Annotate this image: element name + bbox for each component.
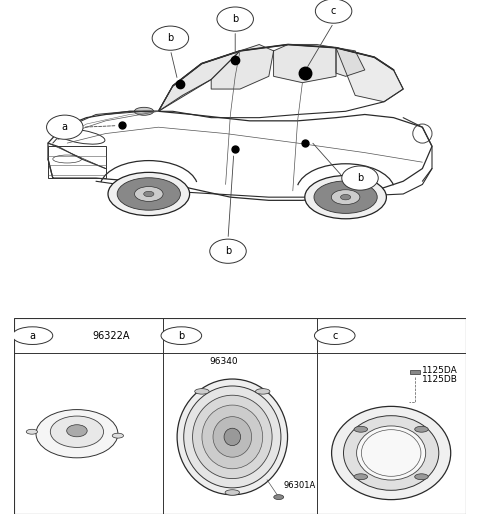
Bar: [409, 370, 420, 374]
Polygon shape: [274, 45, 336, 83]
Ellipse shape: [195, 388, 209, 394]
Circle shape: [354, 426, 368, 432]
Circle shape: [210, 239, 246, 263]
Ellipse shape: [134, 107, 154, 115]
Text: c: c: [332, 331, 337, 341]
Ellipse shape: [108, 172, 190, 216]
Circle shape: [217, 7, 253, 31]
Text: 96301A: 96301A: [283, 481, 315, 490]
Ellipse shape: [134, 187, 163, 201]
Ellipse shape: [26, 429, 37, 434]
Ellipse shape: [192, 395, 272, 479]
Text: 96340: 96340: [209, 357, 238, 366]
Circle shape: [314, 327, 355, 344]
Bar: [48, 146, 106, 178]
Ellipse shape: [36, 410, 118, 458]
Text: b: b: [232, 14, 239, 24]
Text: b: b: [167, 33, 174, 43]
Circle shape: [152, 26, 189, 50]
Text: b: b: [357, 173, 363, 183]
Ellipse shape: [274, 494, 284, 500]
Ellipse shape: [332, 407, 451, 500]
Circle shape: [47, 115, 83, 139]
Text: 96371A: 96371A: [365, 435, 399, 444]
Ellipse shape: [144, 191, 154, 197]
Ellipse shape: [202, 405, 263, 469]
Text: a: a: [29, 331, 36, 341]
Ellipse shape: [67, 425, 87, 437]
Ellipse shape: [112, 433, 123, 438]
Circle shape: [12, 327, 53, 344]
Ellipse shape: [117, 178, 180, 210]
Circle shape: [354, 474, 368, 480]
Polygon shape: [158, 51, 240, 111]
Ellipse shape: [184, 386, 281, 488]
Ellipse shape: [225, 490, 240, 495]
Ellipse shape: [340, 195, 351, 200]
Circle shape: [415, 426, 428, 432]
Text: a: a: [62, 122, 68, 132]
Polygon shape: [336, 48, 365, 76]
Ellipse shape: [314, 181, 377, 214]
Polygon shape: [211, 45, 274, 89]
Text: 1125DA: 1125DA: [422, 366, 457, 375]
Text: 96322A: 96322A: [93, 331, 130, 341]
Text: b: b: [225, 246, 231, 256]
Circle shape: [415, 474, 428, 480]
Ellipse shape: [177, 379, 288, 495]
Polygon shape: [336, 48, 403, 102]
Ellipse shape: [50, 416, 104, 447]
Text: c: c: [331, 6, 336, 16]
Text: 1125DB: 1125DB: [422, 375, 457, 384]
Ellipse shape: [331, 190, 360, 205]
Ellipse shape: [255, 388, 270, 394]
Ellipse shape: [213, 417, 252, 457]
Ellipse shape: [344, 416, 439, 490]
Ellipse shape: [357, 426, 426, 480]
Ellipse shape: [305, 175, 386, 219]
Ellipse shape: [224, 428, 240, 446]
Circle shape: [161, 327, 202, 344]
Text: b: b: [178, 331, 184, 341]
Circle shape: [342, 166, 378, 190]
Circle shape: [315, 0, 352, 23]
